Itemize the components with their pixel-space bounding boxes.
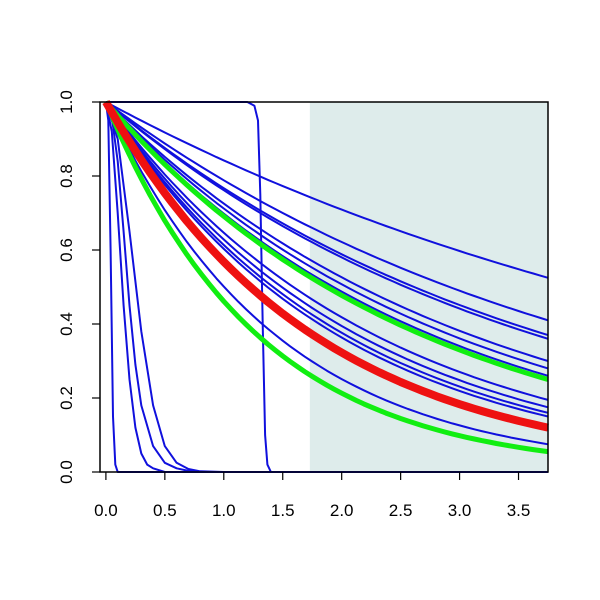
y-tick-label: 0.0 — [57, 460, 76, 484]
y-tick-label: 0.4 — [57, 312, 76, 336]
series-line-6 — [105, 101, 549, 370]
series-line-3 — [105, 101, 549, 337]
x-tick-label: 3.0 — [448, 501, 472, 520]
series-line-2 — [105, 101, 549, 322]
y-tick-label: 0.2 — [57, 386, 76, 410]
x-tick-label: 1.5 — [271, 501, 295, 520]
x-tick-label: 2.5 — [389, 501, 413, 520]
series-line-18 — [104, 100, 549, 382]
series-line-4 — [105, 101, 549, 340]
x-tick-label: 0.5 — [153, 501, 177, 520]
series-line-1 — [105, 101, 549, 279]
series-line-12 — [104, 101, 549, 446]
x-tick-label: 2.0 — [330, 501, 354, 520]
x-tick-label: 1.0 — [212, 501, 236, 520]
x-tick-label: 3.5 — [507, 501, 531, 520]
axes-layer: 0.0 0.5 1.0 1.5 2.0 2.5 3.0 3.5 0.0 0.2 0.4 0.6 0.8 1… — [57, 90, 530, 520]
series-line-19 — [103, 101, 549, 455]
y-tick-label: 1.0 — [57, 90, 76, 114]
y-tick-label: 0.8 — [57, 164, 76, 188]
series-layer — [102, 99, 549, 473]
shaded-region — [309, 102, 548, 472]
series-line-10 — [105, 101, 549, 414]
plot-frame — [99, 101, 549, 473]
series-line-11 — [105, 101, 549, 418]
y-tick-label: 0.6 — [57, 238, 76, 262]
x-tick-label: 0.0 — [94, 501, 118, 520]
series-line-15 — [104, 101, 548, 473]
series-line-9 — [105, 101, 549, 409]
series-line-5 — [105, 101, 549, 362]
series-line-20 — [102, 99, 549, 432]
series-line-8 — [105, 101, 549, 401]
